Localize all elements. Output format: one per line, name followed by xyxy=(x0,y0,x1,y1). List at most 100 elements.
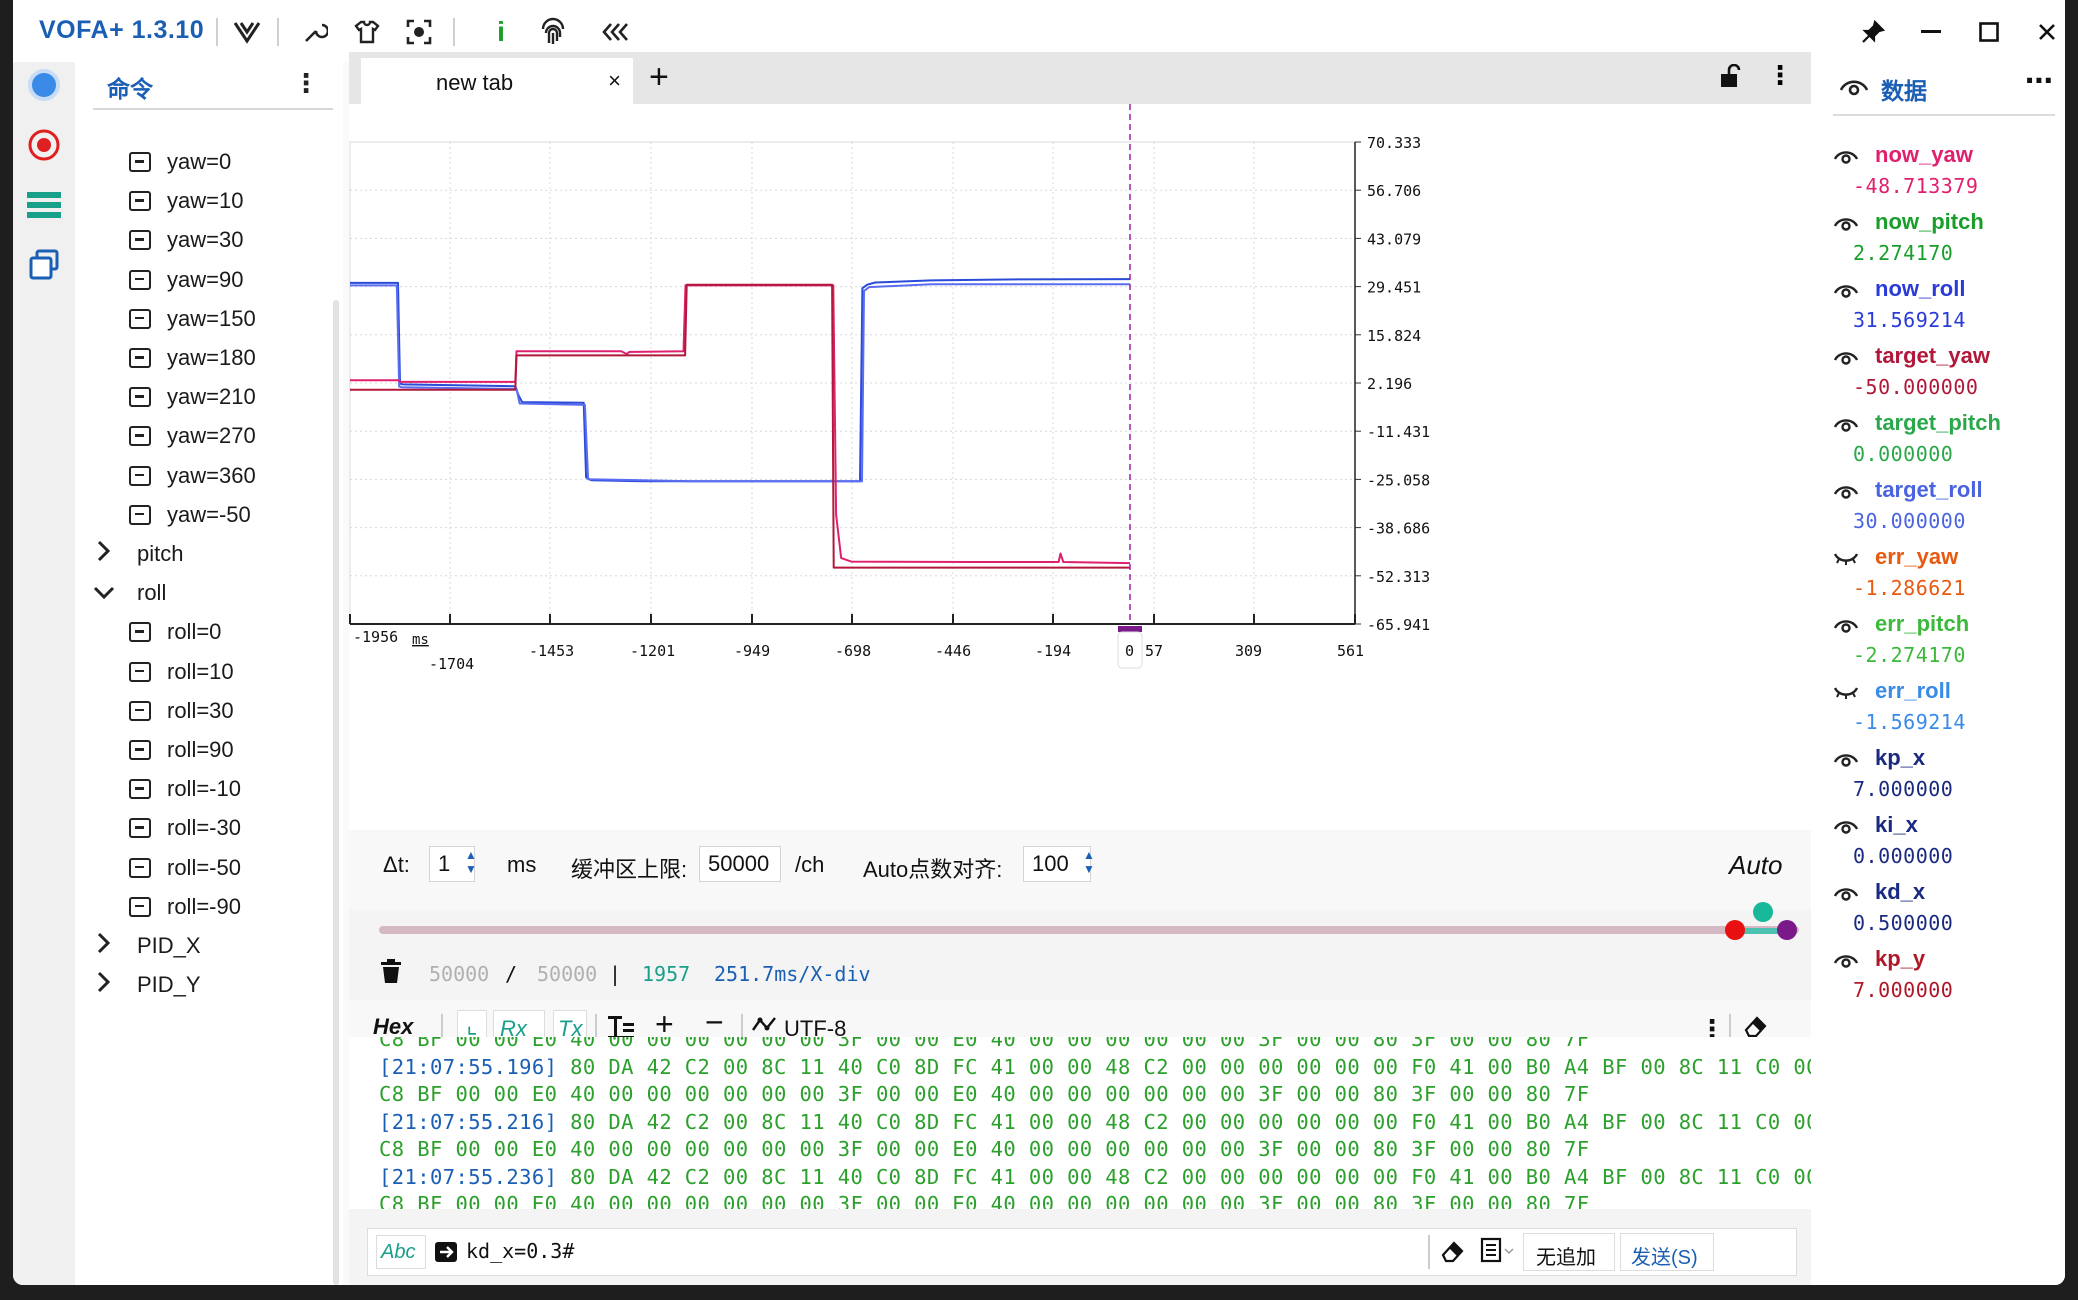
command-item[interactable]: yaw=270 xyxy=(129,410,256,462)
zoom-out-icon[interactable]: − xyxy=(705,1004,724,1040)
command-item[interactable]: roll=30 xyxy=(129,685,234,737)
send-input[interactable]: kd_x=0.3# xyxy=(466,1239,575,1263)
eye-icon[interactable] xyxy=(1839,76,1869,103)
command-item[interactable]: yaw=210 xyxy=(129,371,256,423)
slider-left-handle[interactable] xyxy=(1725,920,1745,940)
eye-closed-icon[interactable] xyxy=(1833,548,1863,568)
channel-name[interactable]: kd_x xyxy=(1875,879,1926,904)
control-bar: Δt: 1 ▲ ▼ ms 缓冲区上限: 50000 /ch Auto点数对齐: 1… xyxy=(349,830,1811,910)
command-item[interactable]: roll=90 xyxy=(129,724,234,776)
channel-name[interactable]: target_roll xyxy=(1875,477,1983,502)
channel-name[interactable]: now_pitch xyxy=(1875,209,1984,234)
command-item[interactable]: yaw=90 xyxy=(129,254,243,306)
encoding-label[interactable]: UTF-8 xyxy=(784,1016,847,1041)
eye-icon[interactable] xyxy=(1833,816,1863,836)
tab-new-tab[interactable]: new tab × xyxy=(361,58,633,104)
append-select[interactable]: 无追加▼ xyxy=(1523,1233,1634,1271)
channel-name[interactable]: target_pitch xyxy=(1875,410,2001,435)
dt-input[interactable]: 1 xyxy=(429,846,475,882)
channel-name[interactable]: err_pitch xyxy=(1875,611,1970,636)
command-item[interactable]: yaw=30 xyxy=(129,214,243,266)
waveform-chart[interactable]: 70.333 56.706 43.079 29.451 15.824 2.196 -11.4… xyxy=(349,104,1811,879)
eye-icon[interactable] xyxy=(1833,146,1863,166)
eye-icon[interactable] xyxy=(1833,950,1863,970)
eye-icon[interactable] xyxy=(1833,615,1863,635)
send-enter-icon[interactable] xyxy=(434,1241,458,1268)
record-icon[interactable] xyxy=(25,126,63,164)
slider-track[interactable] xyxy=(379,926,1799,934)
channel-name[interactable]: target_yaw xyxy=(1875,343,1990,368)
send-mode-toggle[interactable]: Abc xyxy=(376,1235,426,1269)
commands-scrollbar[interactable] xyxy=(333,300,339,1285)
receive-log[interactable]: C8 BF 00 00 E0 40 00 00 00 00 00 00 3F 0… xyxy=(349,1037,1811,1209)
command-group[interactable]: roll xyxy=(93,567,166,619)
minimize-button[interactable] xyxy=(1913,14,1949,50)
auto-align-spinner[interactable]: ▲ ▼ xyxy=(1083,848,1095,876)
command-item[interactable]: yaw=-50 xyxy=(129,489,251,541)
windows-icon[interactable] xyxy=(25,246,63,284)
eye-icon[interactable] xyxy=(1833,280,1863,300)
eye-icon[interactable] xyxy=(1833,749,1863,769)
eye-icon[interactable] xyxy=(1833,347,1863,367)
channel-name[interactable]: kp_x xyxy=(1875,745,1926,770)
pin-icon[interactable] xyxy=(1855,14,1891,50)
eye-closed-icon[interactable] xyxy=(1833,682,1863,702)
command-group[interactable]: pitch xyxy=(93,528,183,580)
eye-icon[interactable] xyxy=(1833,414,1863,434)
capture-icon[interactable] xyxy=(403,16,435,48)
command-group[interactable]: PID_Y xyxy=(93,959,201,1011)
channel-name[interactable]: ki_x xyxy=(1875,812,1918,837)
wrench-icon[interactable] xyxy=(299,16,331,48)
close-button[interactable] xyxy=(2029,14,2065,50)
hex-toggle[interactable]: Hex xyxy=(373,1014,414,1039)
command-item[interactable]: roll=-90 xyxy=(129,881,241,933)
eye-icon[interactable] xyxy=(1833,213,1863,233)
history-icon[interactable] xyxy=(1480,1237,1514,1270)
dt-spinner[interactable]: ▲ ▼ xyxy=(465,848,477,876)
command-item[interactable]: roll=-50 xyxy=(129,842,241,894)
zoom-in-icon[interactable]: + xyxy=(655,1006,674,1042)
command-group[interactable]: PID_X xyxy=(93,920,201,972)
connection-status-icon[interactable] xyxy=(25,66,63,104)
collapse-icon[interactable] xyxy=(599,16,631,48)
command-item[interactable]: roll=10 xyxy=(129,646,234,698)
command-item[interactable]: roll=0 xyxy=(129,606,221,658)
command-item[interactable]: yaw=360 xyxy=(129,450,256,502)
data-menu-icon[interactable]: ⋯ xyxy=(2025,65,2053,96)
tab-close-icon[interactable]: × xyxy=(608,68,621,93)
eye-icon[interactable] xyxy=(1833,481,1863,501)
auto-align-input[interactable]: 100 xyxy=(1023,846,1091,882)
clear-send-icon[interactable] xyxy=(1440,1239,1466,1268)
eye-icon[interactable] xyxy=(1833,883,1863,903)
info-icon[interactable]: i xyxy=(497,16,505,47)
vofa-logo-icon[interactable] xyxy=(231,16,263,48)
channel-name[interactable]: err_roll xyxy=(1875,678,1951,703)
command-item[interactable]: yaw=0 xyxy=(129,136,231,188)
fingerprint-icon[interactable] xyxy=(537,16,569,48)
command-item[interactable]: yaw=150 xyxy=(129,293,256,345)
shirt-icon[interactable] xyxy=(351,16,383,48)
channel-name[interactable]: err_yaw xyxy=(1875,544,1959,569)
maximize-button[interactable] xyxy=(1971,14,2007,50)
add-tab-button[interactable]: + xyxy=(649,58,669,96)
channel-name[interactable]: now_roll xyxy=(1875,276,1966,301)
menu-list-icon[interactable] xyxy=(25,186,63,224)
lock-icon[interactable] xyxy=(1719,63,1741,94)
channel-name[interactable]: now_yaw xyxy=(1875,142,1973,167)
range-slider[interactable] xyxy=(349,902,1811,950)
slider-right-handle[interactable] xyxy=(1777,920,1797,940)
channel-name[interactable]: kp_y xyxy=(1875,946,1926,971)
buffer-input[interactable]: 50000 xyxy=(699,846,781,882)
eraser-icon[interactable] xyxy=(1743,1014,1769,1045)
commands-menu-icon[interactable]: ⋮ xyxy=(293,68,319,98)
command-item[interactable]: yaw=180 xyxy=(129,332,256,384)
encoding-icon[interactable] xyxy=(751,1014,777,1043)
send-button[interactable]: 发送(S) xyxy=(1620,1233,1714,1271)
command-item[interactable]: yaw=10 xyxy=(129,175,243,227)
command-item[interactable]: roll=-30 xyxy=(129,802,241,854)
command-item[interactable]: roll=-10 xyxy=(129,763,241,815)
auto-mode-label[interactable]: Auto xyxy=(1729,850,1783,880)
slider-center-handle[interactable] xyxy=(1753,902,1773,922)
tab-menu-icon[interactable]: ⋮ xyxy=(1767,60,1793,90)
trash-icon[interactable] xyxy=(379,958,403,990)
